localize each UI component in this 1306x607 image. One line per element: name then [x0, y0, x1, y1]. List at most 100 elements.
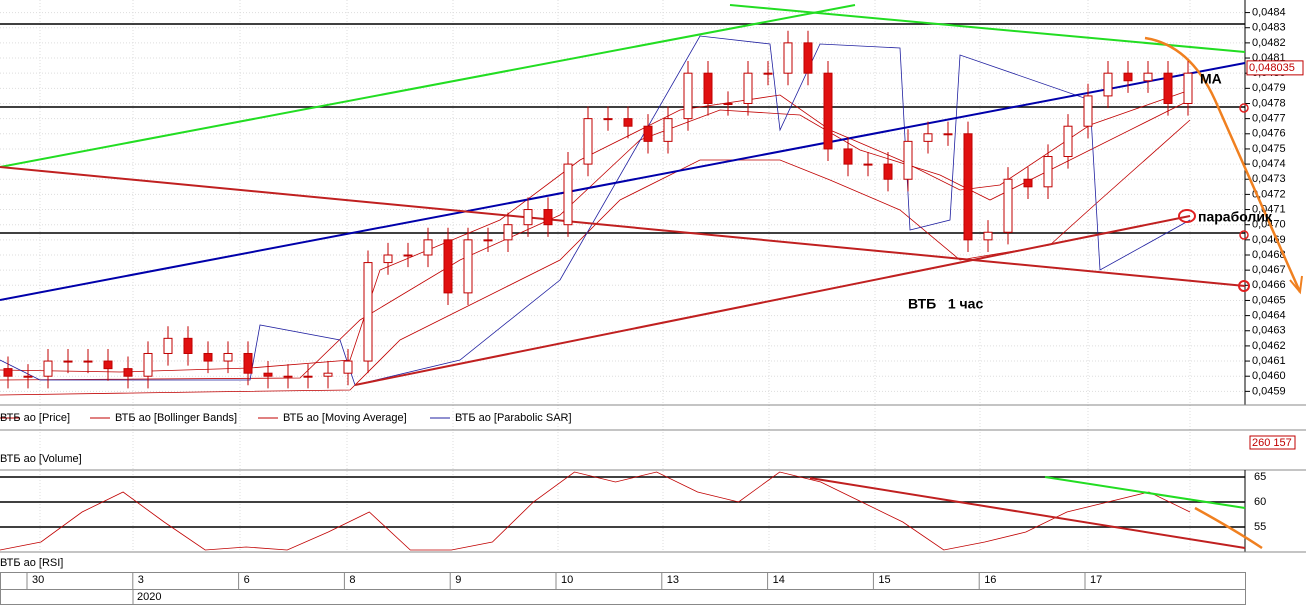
annotation: параболик — [1198, 209, 1273, 225]
candle-body — [603, 118, 613, 121]
trend-line — [0, 166, 1246, 287]
candle-body — [543, 209, 553, 226]
candle-body — [1003, 178, 1013, 233]
candle-body — [123, 368, 133, 377]
date-label: 13 — [667, 574, 679, 586]
candle-body — [343, 360, 353, 374]
volume-box — [1249, 435, 1296, 450]
forecast-arrow — [1144, 36, 1302, 293]
arrow-head — [1289, 275, 1303, 295]
candle-body — [1063, 125, 1073, 158]
date-axis — [0, 572, 1246, 605]
candle-body — [223, 352, 233, 362]
candle-body — [423, 239, 433, 256]
candle-body — [383, 254, 393, 264]
candle-body — [463, 239, 473, 294]
trend-line — [1044, 476, 1246, 509]
candle-body — [483, 239, 493, 242]
trend-line — [354, 215, 1191, 386]
candle-body — [183, 337, 193, 354]
candle-body — [663, 118, 673, 142]
trend-line — [729, 4, 1246, 53]
legend: ВТБ ао [Price] ВТБ ао [Bollinger Bands] ВТ… — [0, 412, 572, 424]
panel-label: ВТБ ао [RSI] — [0, 557, 63, 569]
candle-body — [703, 72, 713, 104]
y-tick-label: 0,0467 — [1252, 264, 1286, 276]
rsi-panel: 65 60 55 — [0, 471, 1266, 551]
date-label: 10 — [561, 574, 573, 586]
candle-body — [823, 72, 833, 150]
annotation: МА — [1200, 71, 1222, 87]
candle-body — [1043, 156, 1053, 188]
date-label: 17 — [1090, 574, 1102, 586]
candle-body — [23, 375, 33, 378]
y-tick-label: 0,0466 — [1252, 279, 1286, 291]
bollinger-upper — [0, 89, 1191, 373]
candle-body — [143, 352, 153, 377]
candles — [3, 30, 1193, 389]
marker-circle — [1238, 280, 1250, 292]
candle-body — [263, 372, 273, 377]
date-label: 14 — [773, 574, 785, 586]
legend-entry: ВТБ ао [Price] — [0, 412, 70, 424]
candle-body — [1123, 72, 1133, 82]
candle-body — [83, 360, 93, 363]
candle-body — [1103, 72, 1113, 97]
rsi-tick-label: 65 — [1254, 471, 1266, 483]
candle-body — [243, 352, 253, 374]
date-label: 15 — [878, 574, 890, 586]
candle-body — [3, 368, 13, 377]
legend-entry: ВТБ ао [Parabolic SAR] — [455, 412, 572, 424]
y-tick-label: 0,0460 — [1252, 370, 1286, 382]
date-label: 30 — [32, 574, 44, 586]
candle-body — [803, 42, 813, 74]
candle-body — [303, 375, 313, 378]
candle-body — [683, 72, 693, 120]
candle-body — [843, 148, 853, 165]
candle-body — [163, 337, 173, 354]
parabolic-sar — [0, 35, 1191, 386]
y-tick-label: 0,0484 — [1252, 6, 1286, 18]
annotation: ВТБ 1 час — [908, 296, 983, 312]
candle-body — [763, 72, 773, 75]
dates: 30 3 6 8 9 10 13 14 15 16 17 — [26, 573, 1102, 589]
candle-body — [43, 360, 53, 377]
date-label: 8 — [349, 574, 355, 586]
y-tick-label: 0,0476 — [1252, 128, 1286, 140]
candle-body — [923, 133, 933, 142]
date-label: 3 — [138, 574, 144, 586]
date-label: 16 — [984, 574, 996, 586]
candle-body — [363, 262, 373, 362]
candle-body — [523, 209, 533, 226]
y-tick-label: 0,0472 — [1252, 188, 1286, 200]
date-label: 6 — [244, 574, 250, 586]
candle-body — [883, 163, 893, 180]
y-tick-label: 0,0482 — [1252, 37, 1286, 49]
trend-line — [0, 4, 856, 168]
candle-body — [623, 118, 633, 127]
candle-body — [943, 133, 953, 136]
candle-body — [743, 72, 753, 104]
candle-body — [583, 118, 593, 165]
y-tick-label: 0,0459 — [1252, 385, 1286, 397]
candle-body — [963, 133, 973, 241]
moving-average — [0, 99, 1191, 381]
candle-body — [443, 239, 453, 294]
candle-body — [983, 231, 993, 241]
y-tick-label: 0,0464 — [1252, 310, 1286, 322]
candle-body — [903, 140, 913, 180]
candle-body — [283, 375, 293, 378]
candle-body — [1183, 72, 1193, 104]
candle-body — [323, 372, 333, 377]
y-tick-label: 0,0483 — [1252, 22, 1286, 34]
candle-body — [1083, 95, 1093, 127]
marker-circle — [1239, 230, 1249, 240]
candle-body — [1163, 72, 1173, 104]
y-tick-label: 0,0478 — [1252, 97, 1286, 109]
y-tick-label: 0,0468 — [1252, 249, 1286, 261]
candle-body — [863, 163, 873, 166]
y-tick-label: 0,0479 — [1252, 82, 1286, 94]
candle-body — [403, 254, 413, 257]
